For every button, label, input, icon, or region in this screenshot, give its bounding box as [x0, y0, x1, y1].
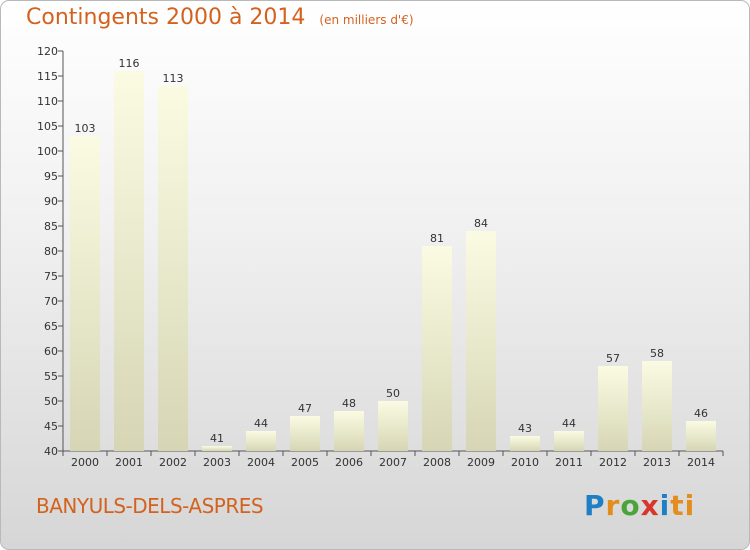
x-tick-label: 2007 [379, 456, 407, 469]
bar-value-label: 58 [650, 347, 664, 360]
bar-value-label: 46 [694, 407, 708, 420]
logo-letter: P [584, 489, 606, 522]
chart-unit: (en milliers d'€) [319, 13, 414, 27]
y-tick-label: 90 [44, 195, 58, 208]
city-name: BANYULS-DELS-ASPRES [36, 494, 264, 518]
chart-title-text: Contingents 2000 à 2014 [26, 5, 306, 30]
logo-letter: r [605, 489, 621, 522]
y-tick-label: 110 [37, 95, 58, 108]
bar [466, 231, 496, 451]
bar-value-label: 43 [518, 422, 532, 435]
x-tick-label: 2005 [291, 456, 319, 469]
proxiti-logo: Proxiti [584, 489, 695, 522]
bar [642, 361, 672, 451]
logo-letter: x [640, 489, 660, 522]
bar [422, 246, 452, 451]
bar-value-label: 50 [386, 387, 400, 400]
bar-value-label: 113 [163, 72, 184, 85]
x-tick-label: 2001 [115, 456, 143, 469]
y-tick-label: 120 [37, 45, 58, 58]
y-tick-label: 60 [44, 345, 58, 358]
bar [70, 136, 100, 451]
y-tick-label: 65 [44, 320, 58, 333]
bar [114, 71, 144, 451]
y-tick-label: 100 [37, 145, 58, 158]
y-tick-label: 85 [44, 220, 58, 233]
bar-value-label: 81 [430, 232, 444, 245]
bar-value-label: 47 [298, 402, 312, 415]
bar-value-label: 44 [562, 417, 576, 430]
bar-value-label: 103 [75, 122, 96, 135]
x-tick-label: 2012 [599, 456, 627, 469]
bar-value-label: 57 [606, 352, 620, 365]
bar [290, 416, 320, 451]
y-tick-label: 75 [44, 270, 58, 283]
logo-letter: ti [670, 489, 696, 522]
x-tick-label: 2002 [159, 456, 187, 469]
x-tick-label: 2004 [247, 456, 275, 469]
y-tick-label: 40 [44, 445, 58, 458]
bar [598, 366, 628, 451]
x-tick-label: 2003 [203, 456, 231, 469]
bar-value-label: 41 [210, 432, 224, 445]
x-tick-label: 2008 [423, 456, 451, 469]
bar [334, 411, 364, 451]
bar [686, 421, 716, 451]
x-tick-label: 2009 [467, 456, 495, 469]
bar-value-label: 116 [119, 57, 140, 70]
x-tick-label: 2013 [643, 456, 671, 469]
chart-title: Contingents 2000 à 2014 (en milliers d'€) [26, 5, 414, 30]
bar [510, 436, 540, 451]
bar [246, 431, 276, 451]
bar-value-label: 84 [474, 217, 488, 230]
x-tick-label: 2011 [555, 456, 583, 469]
bar-value-label: 44 [254, 417, 268, 430]
y-tick-label: 55 [44, 370, 58, 383]
y-tick-label: 50 [44, 395, 58, 408]
y-tick-label: 95 [44, 170, 58, 183]
logo-letter: o [620, 489, 641, 522]
x-tick-label: 2010 [511, 456, 539, 469]
logo-letter: i [659, 489, 671, 522]
y-tick-label: 115 [37, 70, 58, 83]
y-tick-label: 105 [37, 120, 58, 133]
bar [554, 431, 584, 451]
bar-chart: 40 45 50 55 60 65 70 75 80 85 90 95 100 105 110 115 120 2… [37, 45, 724, 469]
x-tick-label: 2006 [335, 456, 363, 469]
y-tick-label: 45 [44, 420, 58, 433]
bar [378, 401, 408, 451]
x-tick-label: 2014 [687, 456, 715, 469]
x-tick-label: 2000 [71, 456, 99, 469]
bar [158, 86, 188, 451]
bar-value-label: 48 [342, 397, 356, 410]
y-tick-label: 70 [44, 295, 58, 308]
y-tick-label: 80 [44, 245, 58, 258]
bar [202, 446, 232, 451]
